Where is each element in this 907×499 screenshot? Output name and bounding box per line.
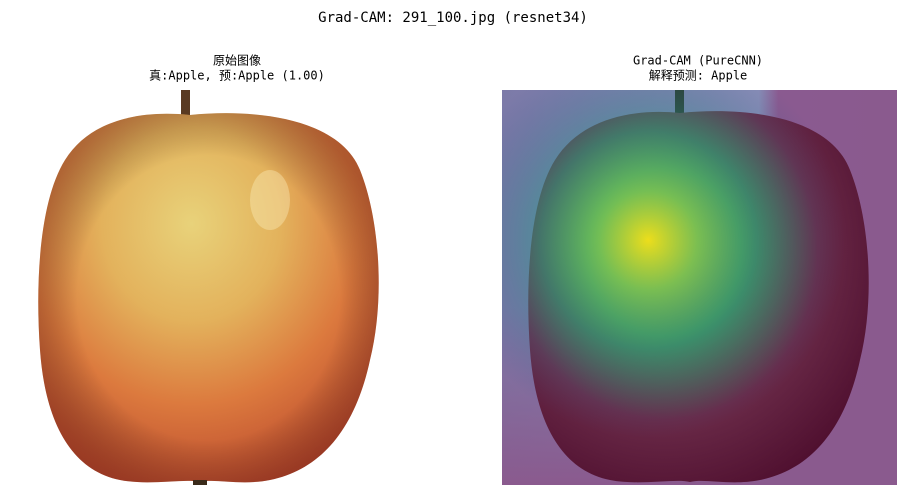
original-image xyxy=(5,90,395,485)
panel-title: Grad-CAM (PureCNN) xyxy=(633,54,763,68)
figure-title: Grad-CAM: 291_100.jpg (resnet34) xyxy=(318,10,588,26)
panel-subtitle: 真:Apple, 预:Apple (1.00) xyxy=(149,69,325,83)
panel-subtitle: 解释预测: Apple xyxy=(649,69,748,83)
gradcam-image xyxy=(502,90,897,485)
panel-title: 原始图像 xyxy=(213,54,261,68)
